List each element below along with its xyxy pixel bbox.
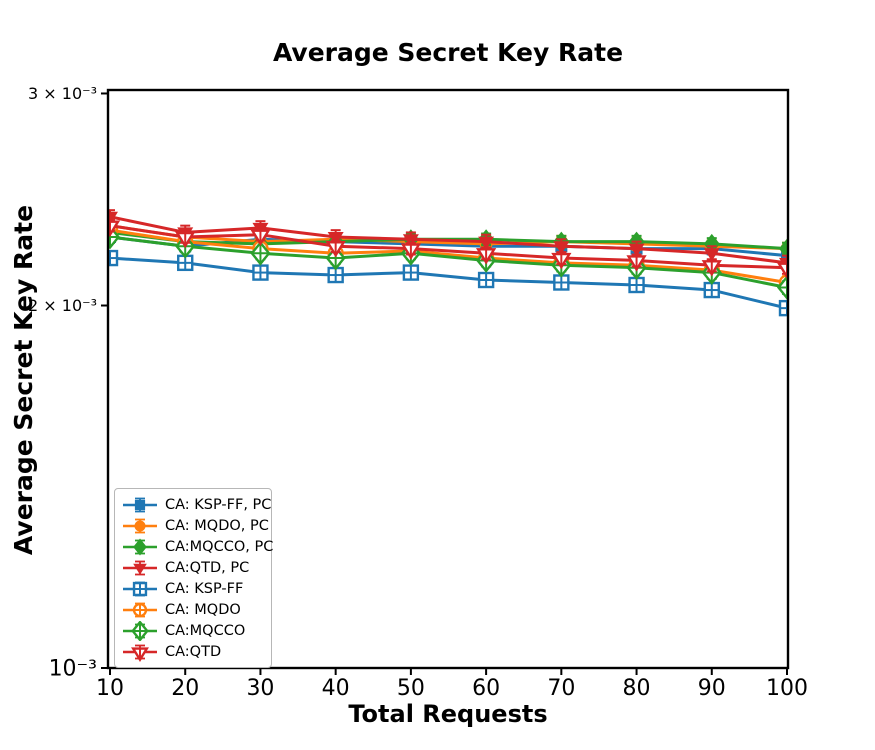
- square-marker-icon: [123, 497, 157, 512]
- legend-label: CA: MQDO, PC: [165, 517, 269, 534]
- svg-text:10⁻³: 10⁻³: [49, 656, 97, 681]
- svg-text:50: 50: [397, 676, 425, 701]
- legend-label: CA:MQCCO, PC: [165, 538, 274, 555]
- svg-text:70: 70: [547, 676, 575, 701]
- svg-text:20: 20: [171, 676, 199, 701]
- chart-title: Average Secret Key Rate: [272, 38, 624, 67]
- triangle-down-marker-icon: [123, 560, 157, 575]
- legend-label: CA: KSP-FF, PC: [165, 496, 272, 513]
- legend-item-ksp-ff: CA: KSP-FF: [121, 578, 265, 599]
- legend-label: CA: MQDO: [165, 601, 241, 618]
- legend: CA: KSP-FF, PC CA: MQDO, PC CA:MQCCO, PC…: [114, 488, 273, 668]
- legend-item-qtd: CA:QTD: [121, 641, 265, 662]
- svg-text:30: 30: [246, 676, 274, 701]
- legend-label: CA:QTD, PC: [165, 559, 250, 576]
- svg-text:80: 80: [623, 676, 651, 701]
- diamond-marker-icon: [123, 538, 157, 555]
- circle-plus-marker-icon: [123, 602, 157, 617]
- legend-label: CA:MQCCO: [165, 622, 246, 639]
- legend-item-qtd-pc: CA:QTD, PC: [121, 557, 265, 578]
- svg-text:40: 40: [322, 676, 350, 701]
- legend-item-mqdo-pc: CA: MQDO, PC: [121, 515, 269, 536]
- svg-text:10: 10: [96, 676, 124, 701]
- legend-item-mqcco: CA:MQCCO: [121, 620, 265, 641]
- legend-label: CA: KSP-FF: [165, 580, 244, 597]
- x-axis-title: Total Requests: [348, 700, 548, 728]
- legend-label: CA:QTD: [165, 643, 222, 660]
- svg-text:60: 60: [472, 676, 500, 701]
- circle-marker-icon: [123, 518, 157, 533]
- svg-text:2 × 10⁻³: 2 × 10⁻³: [28, 296, 97, 315]
- svg-text:3 × 10⁻³: 3 × 10⁻³: [28, 84, 97, 103]
- legend-item-mqcco-pc: CA:MQCCO, PC: [121, 536, 273, 557]
- svg-text:100: 100: [766, 676, 808, 701]
- diamond-plus-marker-icon: [123, 620, 157, 641]
- square-plus-marker-icon: [123, 581, 157, 596]
- legend-item-mqdo: CA: MQDO: [121, 599, 265, 620]
- legend-item-ksp-ff-pc: CA: KSP-FF, PC: [121, 494, 271, 515]
- svg-text:90: 90: [698, 676, 726, 701]
- triangle-down-plus-marker-icon: [123, 644, 157, 662]
